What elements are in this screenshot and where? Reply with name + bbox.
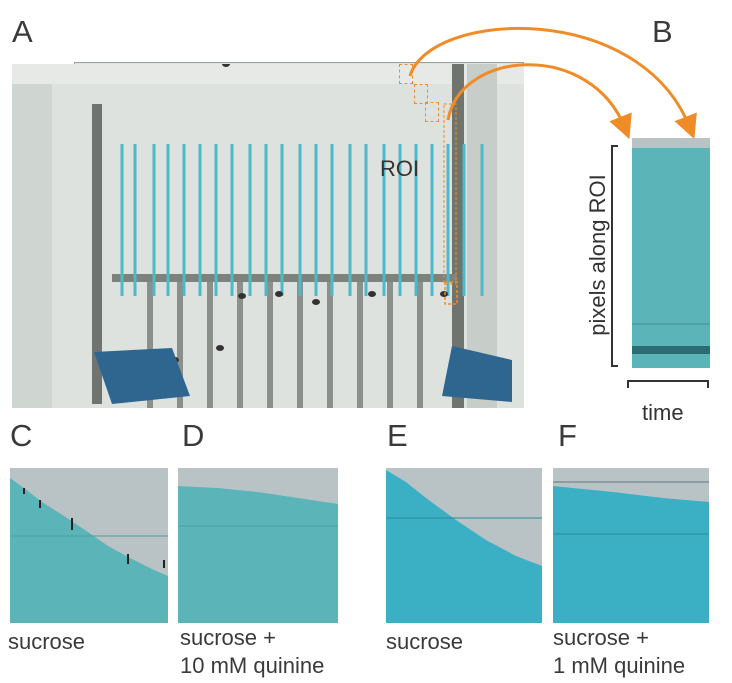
panel-letter-a: A: [12, 14, 33, 49]
caption-f-line2: 1 mM quinine: [553, 653, 686, 678]
x-axis-label-b: time: [642, 400, 684, 425]
panel-letter-c: C: [10, 418, 33, 453]
panel-b-kymograph: [632, 138, 710, 368]
panel-letter-e: E: [387, 418, 408, 453]
roi-box-back-2: [414, 84, 428, 104]
panel-letter-b: B: [652, 14, 673, 49]
caption-f-line1: sucrose +: [553, 625, 649, 650]
kymo-b-meniscus: [632, 138, 710, 148]
caption-d-line2: 10 mM quinine: [180, 653, 325, 678]
kymo-c-drawing: [10, 468, 168, 576]
roi-label: ROI: [380, 156, 420, 181]
kymo-f-drawing: [553, 468, 709, 535]
kymo-e-drawing: [386, 468, 542, 566]
caption-d-line1: sucrose +: [180, 625, 276, 650]
roi-box-back-3: [399, 64, 413, 84]
panel-letter-f: F: [558, 418, 577, 453]
kymo-d-drawing: [178, 468, 338, 527]
y-axis-label-b: pixels along ROI: [585, 174, 610, 336]
roi-box-back-1: [425, 102, 439, 122]
feeder-photo-front: [12, 64, 524, 408]
panel-e-kymograph: [386, 468, 542, 623]
panel-c-kymograph: [10, 468, 168, 623]
panel-f-kymograph: [553, 468, 709, 623]
panel-d-kymograph: [178, 468, 338, 623]
kymo-b-band: [632, 346, 710, 354]
panel-letter-d: D: [182, 418, 205, 453]
kymo-b-band-light: [632, 323, 710, 325]
caption-c: sucrose: [8, 629, 86, 654]
feeder-photo-drawing: [12, 64, 524, 408]
caption-e: sucrose: [386, 629, 464, 654]
